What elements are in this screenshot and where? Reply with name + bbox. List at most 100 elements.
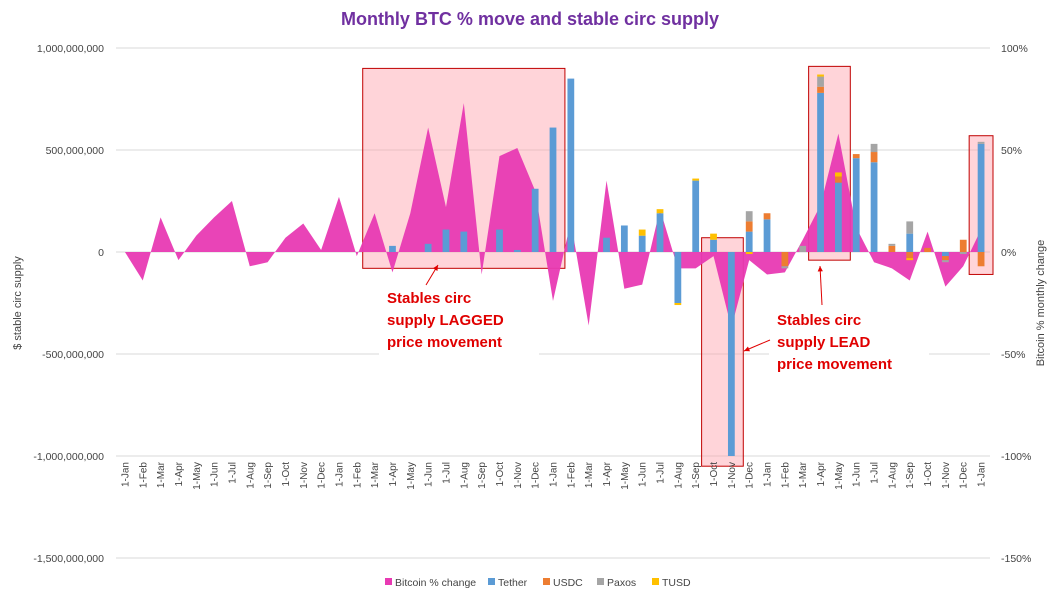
x-tick-label: 1-Sep [905,462,916,489]
x-tick-label: 1-Oct [495,462,506,487]
bar-usdc [852,154,860,159]
bar-tether [906,233,914,252]
bar-tether [977,143,985,252]
legend-label: Paxos [607,577,636,589]
x-tick-label: 1-Mar [584,461,595,488]
bar-tether [852,158,860,252]
x-tick-label: 1-Jul [870,462,881,484]
right-axis-ticks: 100% 50% 0% -50% -100% -150% [1001,43,1031,565]
x-tick-label: 1-Oct [709,462,720,487]
bar-paxos [745,211,753,222]
bar-tether [549,127,557,252]
x-tick-label: 1-Apr [388,461,399,486]
bar-tusd [638,229,646,236]
x-tick-label: 1-Apr [816,461,827,486]
bitcoin-area [124,103,982,328]
bar-tusd [710,233,717,240]
annotation-arrowhead [744,346,750,352]
bar-paxos [888,243,896,246]
bar-tether [763,219,771,252]
bar-tether [531,188,539,252]
right-tick-label: -150% [1001,553,1031,565]
bar-tusd [817,74,824,77]
x-axis-ticks: 1-Jan 1-Feb 1-Mar 1-Apr 1-May 1-Jun 1-Jul 1-Aug… [120,461,987,489]
annotation-arrowhead [817,266,823,272]
bar-paxos [870,143,878,153]
bar-usdc [763,213,771,220]
x-tick-label: 1-Jun [638,462,649,487]
x-tick-label: 1-Aug [459,462,470,489]
x-tick-label: 1-Aug [887,462,898,489]
bar-tether [710,239,717,252]
x-tick-label: 1-Jun [210,462,221,487]
bar-tether [389,245,396,252]
left-tick-label: -1,500,000,000 [33,553,104,565]
x-tick-label: 1-May [620,462,631,490]
x-tick-label: 1-May [834,462,845,490]
right-tick-label: 0% [1001,247,1016,259]
right-axis-label: Bitcoin % monthly change [1035,240,1047,367]
bar-tether [496,229,503,252]
legend-swatch [488,578,495,585]
bar-tether [942,252,949,257]
annotation-text: Stables circ [387,290,471,307]
bar-tether [834,182,842,252]
bar-tether [567,78,575,252]
bar-paxos [817,76,824,87]
legend-label: Bitcoin % change [395,577,476,589]
bar-usdc [906,252,914,259]
bar-paxos [959,252,967,255]
bitcoin-area-layer [124,103,982,328]
bar-tether [692,180,700,252]
bar-tether [513,249,521,252]
bar-tether [656,213,664,252]
bar-paxos [799,245,807,252]
x-tick-label: 1-Dec [959,462,970,489]
stablecoin-bar-layer [389,74,985,456]
legend: Bitcoin % change Tether USDC Paxos TUSD [385,577,691,589]
x-tick-label: 1-Oct [281,462,292,487]
bar-usdc [834,176,842,183]
bar-paxos [977,141,985,144]
x-tick-label: 1-Apr [174,461,185,486]
x-tick-label: 1-Apr [602,461,613,486]
x-tick-label: 1-Sep [691,462,702,489]
right-tick-label: -100% [1001,451,1031,463]
annotation-background [379,285,539,361]
left-tick-label: 0 [98,247,104,259]
x-tick-label: 1-Nov [727,462,738,489]
x-tick-label: 1-Feb [566,462,577,489]
x-tick-label: 1-Jun [424,462,435,487]
x-tick-label: 1-Jul [656,462,667,484]
bar-usdc [817,86,824,93]
x-tick-label: 1-Dec [745,462,756,489]
bar-tether [424,243,432,252]
legend-swatch [543,578,550,585]
x-tick-label: 1-May [406,462,417,490]
x-tick-label: 1-Jul [441,462,452,484]
bar-usdc [942,256,949,261]
bar-tusd [834,172,842,177]
left-axis-label: $ stable circ supply [12,256,24,350]
right-tick-label: -50% [1001,349,1026,361]
bar-tether [745,231,753,252]
x-tick-label: 1-Feb [352,462,363,489]
annotations: Stables circ supply LAGGED price movement S… [379,264,929,383]
x-tick-label: 1-Jul [227,462,238,484]
annotation-text: supply LEAD [777,334,871,351]
x-tick-label: 1-Jan [120,462,131,487]
left-tick-label: -500,000,000 [42,349,104,361]
x-tick-label: 1-Dec [317,462,328,489]
bar-tether [442,229,450,252]
x-tick-label: 1-Sep [263,462,274,489]
bar-usdc [781,252,789,267]
legend-label: Tether [498,577,528,589]
x-tick-label: 1-May [192,462,203,490]
x-tick-label: 1-Aug [673,462,684,489]
bar-tether [603,237,610,252]
annotation-background [769,307,929,383]
x-tick-label: 1-Dec [531,462,542,489]
x-tick-label: 1-Mar [798,461,809,488]
bar-usdc [977,252,985,267]
